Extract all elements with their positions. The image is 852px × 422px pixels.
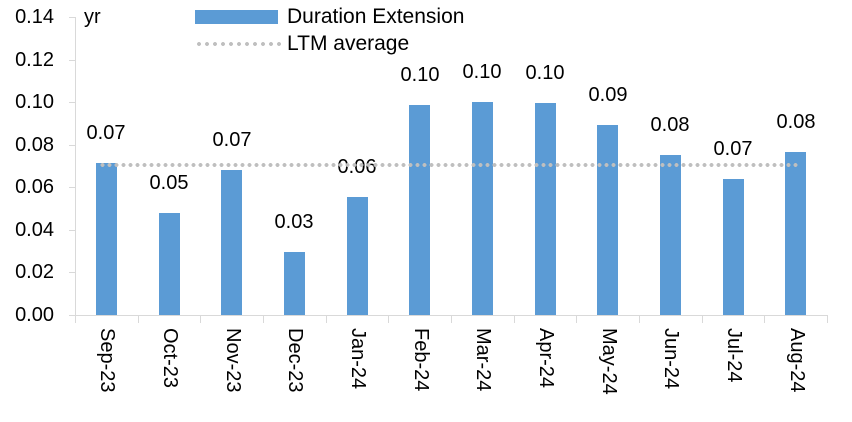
x-axis-category-label: Jun-24 [660, 328, 682, 390]
x-axis-category-label: Aug-24 [786, 328, 808, 393]
x-axis-tick [326, 315, 327, 323]
y-axis-tick-label: 0.08 [15, 134, 54, 156]
bar-data-label: 0.09 [588, 84, 628, 106]
legend-item-duration-extension: Duration Extension [195, 3, 464, 30]
bar [660, 155, 681, 315]
x-axis-tick [200, 315, 201, 323]
bar [159, 213, 180, 315]
y-axis-tick-label: 0.00 [15, 304, 54, 326]
legend-dotted-line-swatch [195, 41, 281, 46]
x-axis-category-label: May-24 [598, 328, 620, 395]
legend-item-ltm-average: LTM average [195, 30, 464, 57]
x-axis-tick [451, 315, 452, 323]
bar [723, 179, 744, 315]
legend-label-ltm-average: LTM average [287, 32, 410, 55]
x-axis-category-label: Dec-23 [284, 328, 306, 393]
bar [221, 170, 242, 315]
legend-label-duration-extension: Duration Extension [287, 5, 465, 28]
bar-data-label: 0.10 [525, 62, 565, 84]
x-axis-tick [263, 315, 264, 323]
x-axis-category-label: Feb-24 [410, 328, 432, 392]
x-axis-tick [75, 315, 76, 323]
x-axis-category-label: Apr-24 [535, 328, 557, 389]
legend-bar-swatch [195, 9, 278, 24]
bar-data-label: 0.06 [337, 156, 377, 178]
bar [597, 125, 618, 315]
bar-data-label: 0.07 [212, 129, 252, 151]
x-axis-tick [576, 315, 577, 323]
x-axis-tick [388, 315, 389, 323]
chart-legend: Duration Extension LTM average [195, 3, 464, 57]
x-axis-category-label: Jan-24 [347, 328, 369, 390]
x-axis-tick [639, 315, 640, 323]
x-axis-category-label: Jul-24 [723, 328, 745, 383]
x-axis-tick [827, 315, 828, 323]
y-axis-tick-label: 0.04 [15, 219, 54, 241]
y-axis-tick-label: 0.12 [15, 49, 54, 71]
bar-data-label: 0.07 [713, 138, 753, 160]
y-axis-unit-label: yr [84, 6, 101, 28]
bar [284, 252, 305, 315]
bar [409, 105, 430, 315]
y-axis-tick-label: 0.10 [15, 91, 54, 113]
bar-data-label: 0.08 [776, 111, 816, 133]
x-axis-category-label: Oct-23 [159, 328, 181, 389]
bar-data-label: 0.08 [650, 114, 690, 136]
bar-data-label: 0.05 [149, 172, 189, 194]
y-axis-tick [69, 102, 75, 103]
y-axis-tick-label: 0.06 [15, 176, 54, 198]
y-axis-tick [69, 145, 75, 146]
bar-data-label: 0.10 [462, 61, 502, 83]
x-axis-category-label: Mar-24 [472, 328, 494, 392]
bar [785, 152, 806, 315]
ltm-average-line [99, 163, 799, 167]
x-axis-category-label: Nov-23 [222, 328, 244, 393]
y-axis-tick-label: 0.14 [15, 6, 54, 28]
bar [96, 163, 117, 315]
y-axis-tick [69, 17, 75, 18]
bar [347, 197, 368, 315]
y-axis-line [75, 17, 76, 316]
x-axis-category-label: Sep-23 [96, 328, 118, 393]
bar-data-label: 0.07 [86, 122, 126, 144]
x-axis-tick [138, 315, 139, 323]
y-axis-tick [69, 272, 75, 273]
x-axis-tick [764, 315, 765, 323]
y-axis-tick [69, 315, 75, 316]
x-axis-tick [702, 315, 703, 323]
y-axis-tick [69, 60, 75, 61]
y-axis-tick [69, 187, 75, 188]
y-axis-tick-label: 0.02 [15, 261, 54, 283]
y-axis-tick [69, 230, 75, 231]
bar-data-label: 0.03 [274, 211, 314, 233]
x-axis-tick [514, 315, 515, 323]
bar-data-label: 0.10 [400, 64, 440, 86]
bar [535, 103, 556, 315]
bar [472, 102, 493, 315]
